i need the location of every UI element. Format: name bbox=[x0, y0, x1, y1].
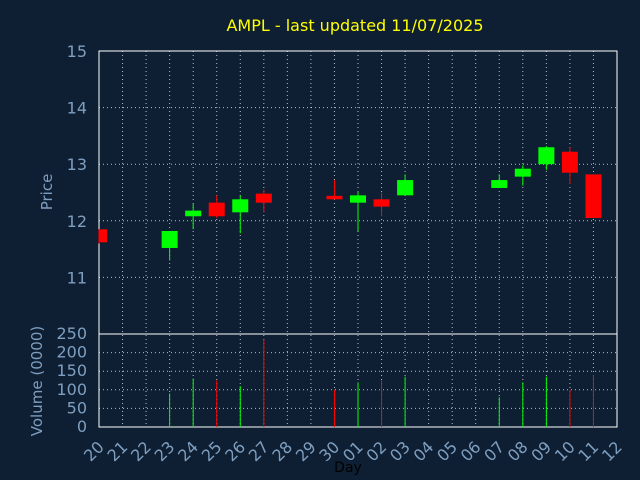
price-tick-label: 14 bbox=[67, 99, 87, 118]
candle-body bbox=[538, 147, 555, 165]
candle-body bbox=[491, 180, 508, 188]
volume-tick-label: 250 bbox=[56, 324, 87, 343]
candle-body bbox=[232, 199, 249, 213]
volume-axis-label: Volume (0000) bbox=[28, 326, 46, 436]
price-tick-label: 12 bbox=[67, 212, 87, 231]
price-tick-label: 11 bbox=[67, 268, 87, 287]
candle-body bbox=[397, 180, 414, 196]
volume-bars bbox=[169, 339, 594, 427]
price-tick-label: 15 bbox=[67, 42, 87, 61]
volume-tick-label: 0 bbox=[77, 417, 87, 436]
candle-body bbox=[514, 168, 531, 177]
x-axis-label: Day bbox=[334, 460, 362, 476]
chart-title: AMPL - last updated 11/07/2025 bbox=[226, 16, 483, 35]
volume-tick-label: 50 bbox=[67, 398, 87, 417]
candle-body bbox=[255, 193, 272, 203]
x-tick-label: 12 bbox=[598, 437, 626, 465]
volume-tick-label: 100 bbox=[56, 380, 87, 399]
price-tick-label: 13 bbox=[67, 155, 87, 174]
volume-tick-label: 150 bbox=[56, 361, 87, 380]
candle-body bbox=[185, 210, 202, 217]
candle-body bbox=[99, 229, 107, 243]
candles bbox=[98, 146, 602, 261]
candle-body bbox=[561, 151, 578, 173]
grid-lines bbox=[99, 50, 617, 427]
price-axis-label: Price bbox=[38, 174, 56, 211]
candle-body bbox=[326, 195, 343, 200]
candle-body bbox=[208, 202, 225, 217]
candle-body bbox=[373, 199, 390, 207]
candle-body bbox=[161, 230, 178, 248]
volume-tick-label: 200 bbox=[56, 343, 87, 362]
candle-body bbox=[350, 195, 366, 203]
tick-labels: 1112131415050100150200250202122232425262… bbox=[56, 42, 625, 465]
candle-body bbox=[585, 174, 602, 218]
